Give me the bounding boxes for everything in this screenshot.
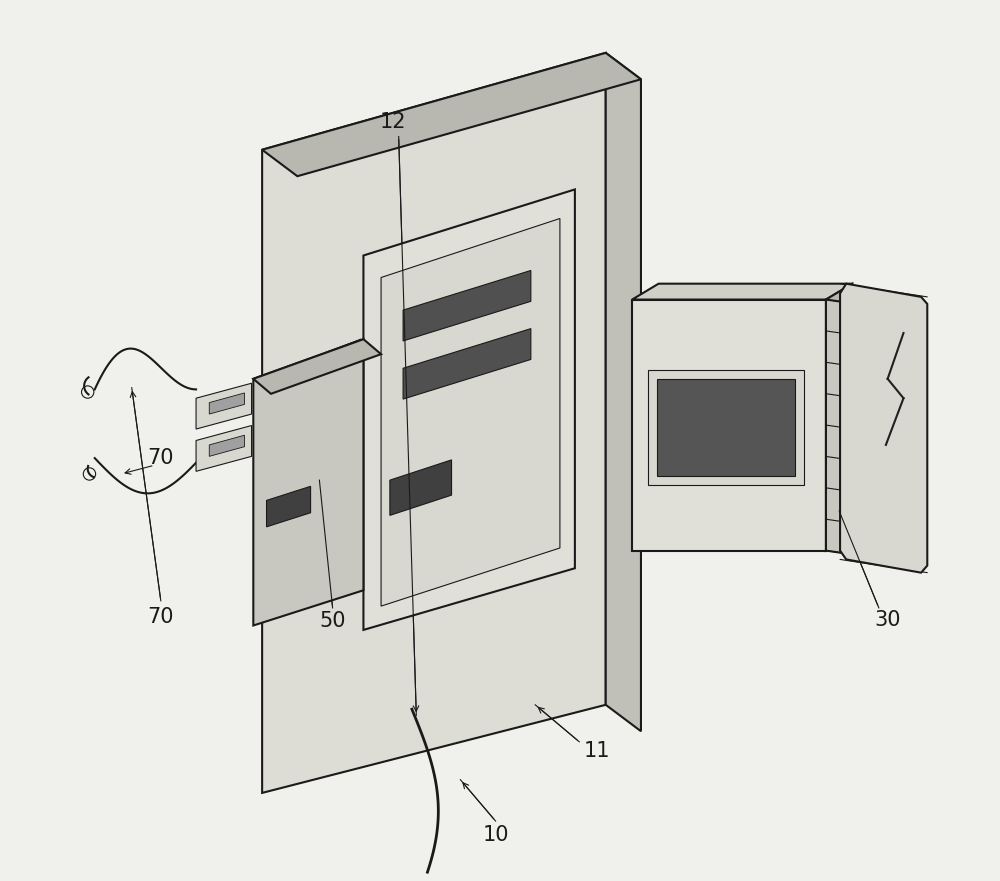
Text: 11: 11 <box>584 741 610 760</box>
Polygon shape <box>253 339 363 626</box>
Polygon shape <box>253 339 381 394</box>
Text: 70: 70 <box>148 448 174 468</box>
Text: 10: 10 <box>482 825 509 845</box>
Polygon shape <box>262 53 606 793</box>
Polygon shape <box>403 270 531 341</box>
Polygon shape <box>209 435 245 456</box>
Text: 70: 70 <box>148 607 174 626</box>
Polygon shape <box>840 284 927 573</box>
Polygon shape <box>209 393 245 414</box>
Polygon shape <box>632 284 852 300</box>
Polygon shape <box>826 300 918 564</box>
Polygon shape <box>363 189 575 630</box>
Polygon shape <box>648 370 804 485</box>
Text: 12: 12 <box>379 112 406 131</box>
Polygon shape <box>381 218 560 606</box>
Polygon shape <box>390 460 452 515</box>
Text: 30: 30 <box>874 611 901 630</box>
Polygon shape <box>826 284 852 551</box>
Polygon shape <box>606 53 641 731</box>
Polygon shape <box>403 329 531 399</box>
Polygon shape <box>657 379 795 476</box>
Text: 50: 50 <box>319 611 346 631</box>
Polygon shape <box>267 486 311 527</box>
Polygon shape <box>262 53 641 176</box>
Polygon shape <box>196 383 252 429</box>
Polygon shape <box>632 300 826 551</box>
Polygon shape <box>196 426 252 471</box>
